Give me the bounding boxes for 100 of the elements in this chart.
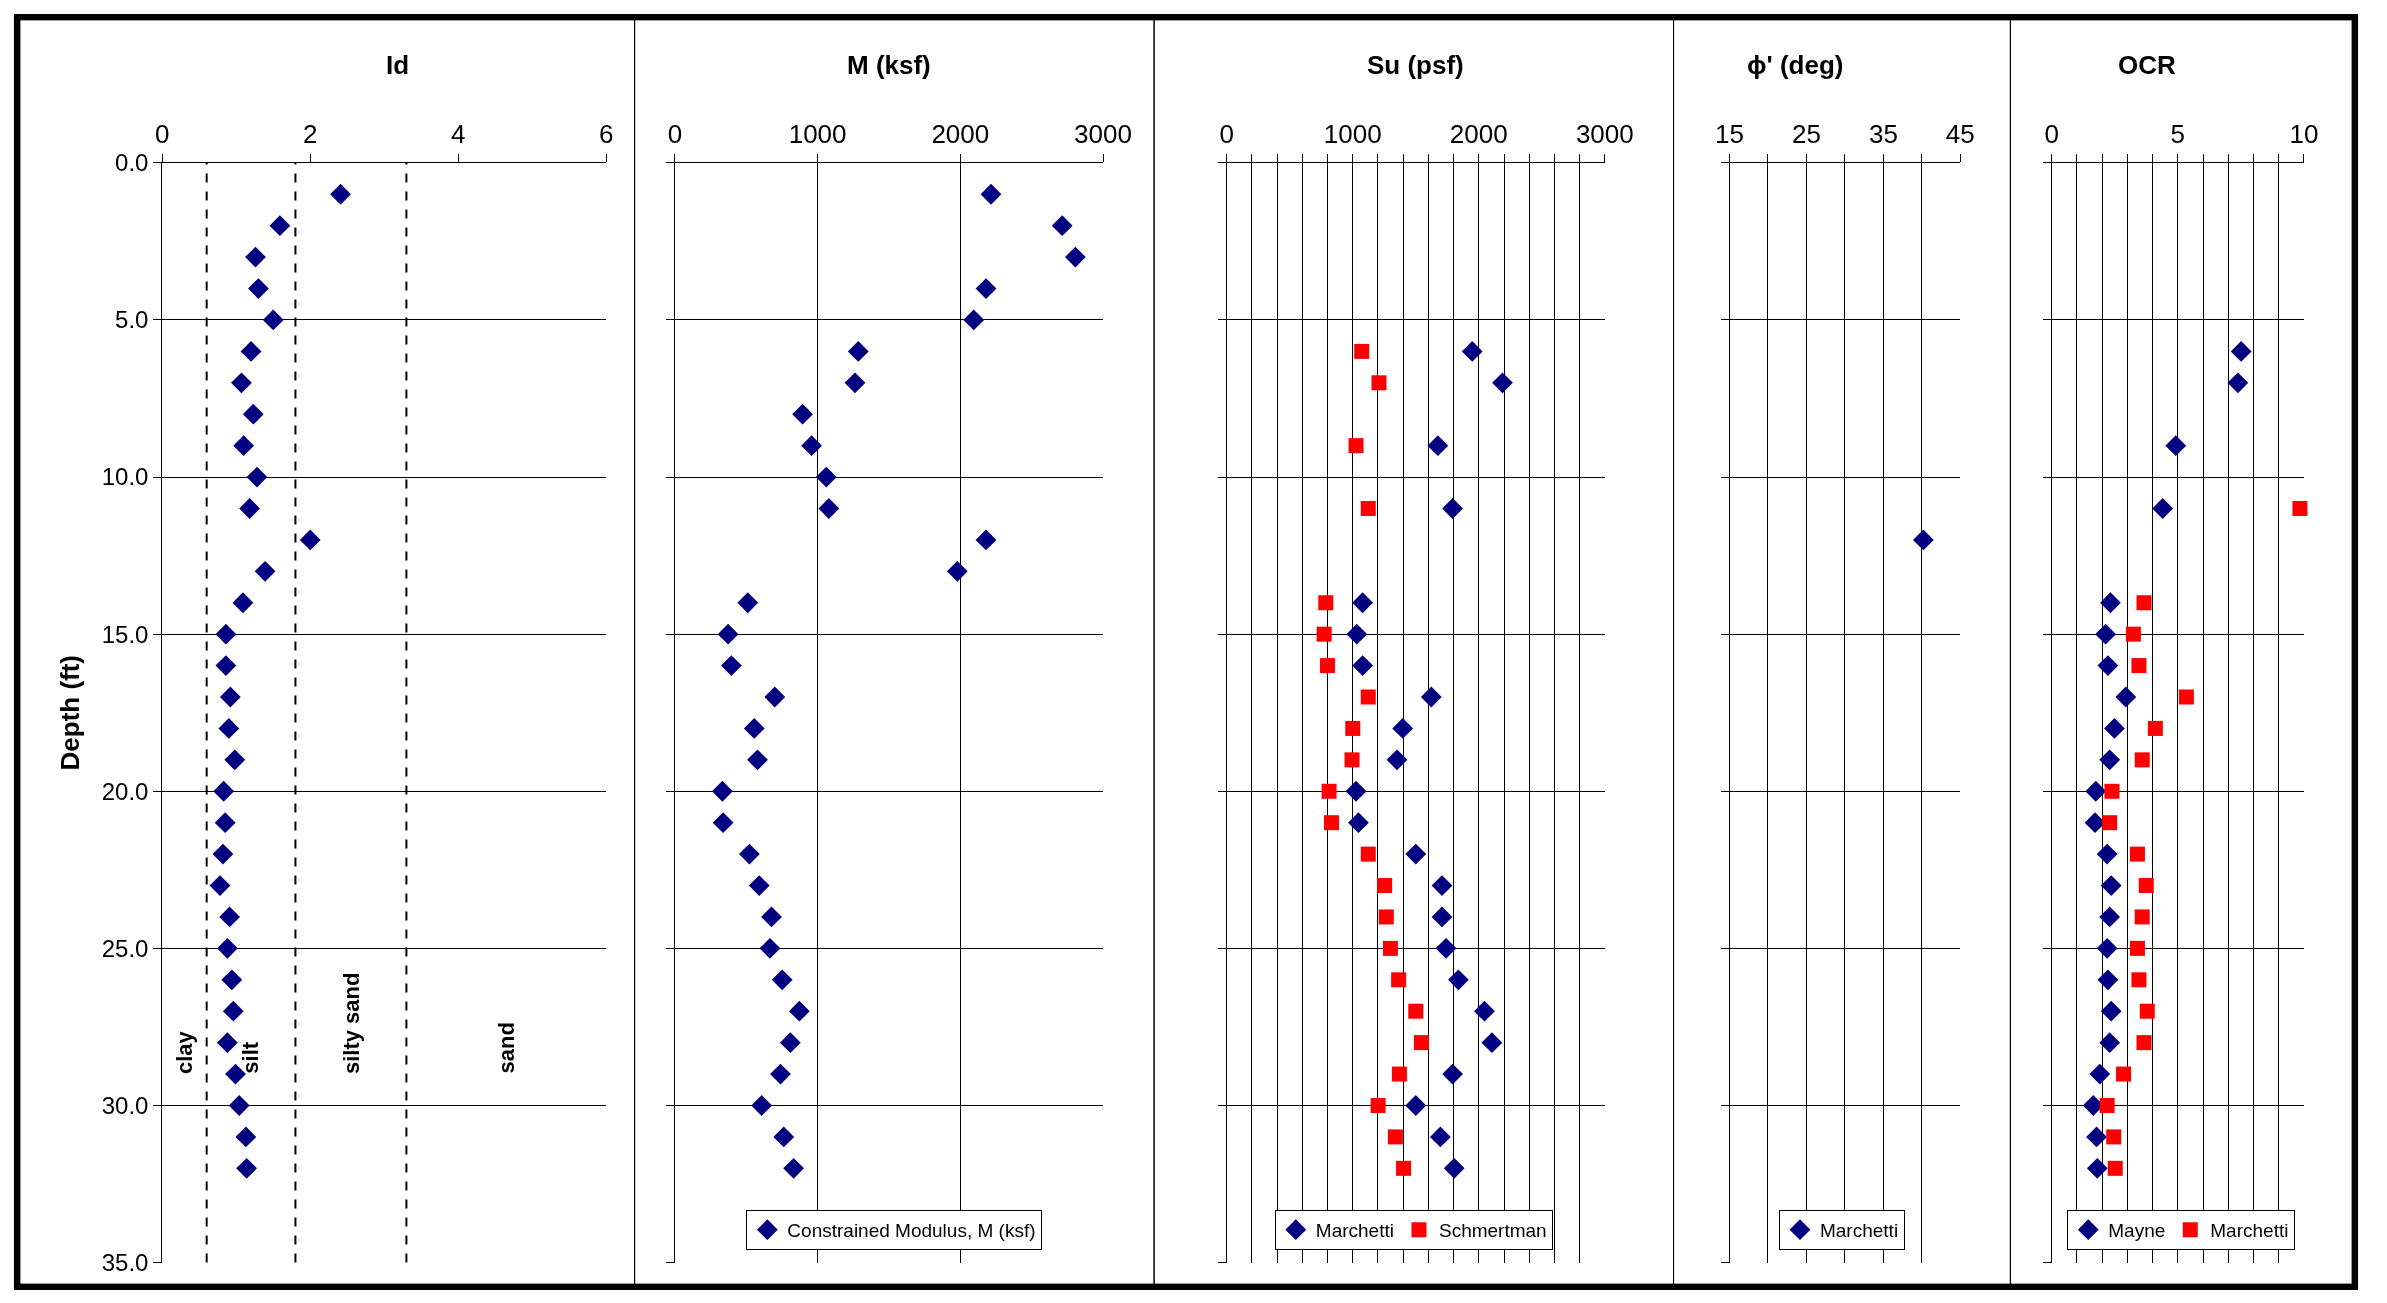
point <box>1382 940 1398 956</box>
point <box>2116 1066 2132 1082</box>
point <box>1360 689 1376 705</box>
point <box>2139 1003 2155 1019</box>
point <box>847 340 869 362</box>
point <box>239 498 260 519</box>
point <box>764 686 786 708</box>
point <box>738 843 760 865</box>
point <box>788 1000 810 1022</box>
point <box>2147 720 2163 736</box>
point <box>1435 937 1457 959</box>
point <box>262 309 284 331</box>
y-tick-label: 25.0 <box>101 934 149 962</box>
x-tick-label: 5 <box>2170 119 2186 150</box>
point <box>2230 340 2252 362</box>
point <box>980 183 1002 205</box>
point <box>1051 215 1073 237</box>
point <box>748 875 770 896</box>
point <box>2134 752 2150 768</box>
point <box>219 686 241 708</box>
point <box>240 340 262 362</box>
text: Mayne <box>2108 1220 2166 1242</box>
point <box>779 1032 801 1054</box>
point <box>1377 878 1393 894</box>
point <box>2138 878 2154 894</box>
point <box>218 718 240 739</box>
point <box>2099 1032 2121 1054</box>
point <box>2095 623 2117 645</box>
point <box>737 592 759 614</box>
x-tick-label: 35 <box>1868 119 1898 150</box>
point <box>1431 906 1453 928</box>
point <box>1321 783 1337 799</box>
point <box>1447 969 1469 991</box>
point <box>771 969 793 991</box>
point <box>844 372 866 394</box>
point <box>1360 500 1376 516</box>
annotation: silty sand <box>338 972 364 1075</box>
point <box>1408 1003 1424 1019</box>
point <box>1318 595 1334 611</box>
point <box>1344 752 1360 768</box>
point <box>1348 812 1369 834</box>
point <box>2102 815 2118 831</box>
point <box>975 278 997 299</box>
point <box>1348 438 1364 454</box>
point <box>2136 1035 2152 1051</box>
point <box>228 1095 250 1116</box>
y-tick-label: 10.0 <box>101 463 149 491</box>
point <box>2089 1063 2111 1085</box>
point <box>269 215 291 237</box>
point <box>232 592 254 614</box>
point <box>773 1126 795 1148</box>
x-tick-label: 3000 <box>1575 119 1634 150</box>
y-tick-label: 0.0 <box>115 149 149 177</box>
point <box>1431 875 1453 896</box>
point <box>792 403 814 425</box>
x-tick-label: 6 <box>598 119 614 150</box>
legend-label: Schmertman <box>1438 1220 1547 1242</box>
point <box>1316 626 1332 642</box>
point <box>1345 780 1367 802</box>
point <box>2100 592 2121 614</box>
point <box>235 1126 257 1148</box>
y-tick-label: 20.0 <box>101 777 149 805</box>
x-tick-label: 0 <box>2044 119 2059 150</box>
point <box>783 1157 805 1179</box>
point <box>231 372 252 394</box>
x-tick-label: 3000 <box>1074 119 1132 150</box>
point <box>2099 1097 2115 1113</box>
point <box>221 969 243 991</box>
point <box>1481 1032 1503 1054</box>
chart-title: ϕ' (deg) <box>1747 50 1844 80</box>
point <box>1420 686 1442 708</box>
point <box>1442 1063 1463 1085</box>
point <box>2131 658 2147 674</box>
legend-label: Constrained Modulus, M (ksf) <box>787 1220 1036 1242</box>
point <box>219 906 240 928</box>
point <box>2125 626 2141 642</box>
point <box>2136 595 2152 611</box>
point <box>1352 655 1373 676</box>
point <box>759 937 781 959</box>
point <box>2100 875 2122 896</box>
point <box>212 843 234 865</box>
point <box>246 466 268 488</box>
chart-title: Su (psf) <box>1367 50 1464 80</box>
point <box>1323 815 1339 831</box>
point <box>214 812 236 834</box>
point <box>975 529 997 551</box>
annotation: clay <box>171 1030 197 1075</box>
point <box>1492 372 1513 394</box>
point <box>216 937 238 959</box>
point <box>1386 749 1408 771</box>
point <box>1387 1129 1403 1145</box>
x-tick-label: 4 <box>450 119 466 150</box>
point <box>1352 592 1373 614</box>
point <box>330 183 351 205</box>
point <box>1443 1157 1465 1179</box>
point <box>1391 972 1407 988</box>
point <box>1391 1066 1407 1082</box>
point <box>299 529 321 551</box>
x-tick-label: 45 <box>1945 119 1975 150</box>
point <box>1371 375 1387 391</box>
